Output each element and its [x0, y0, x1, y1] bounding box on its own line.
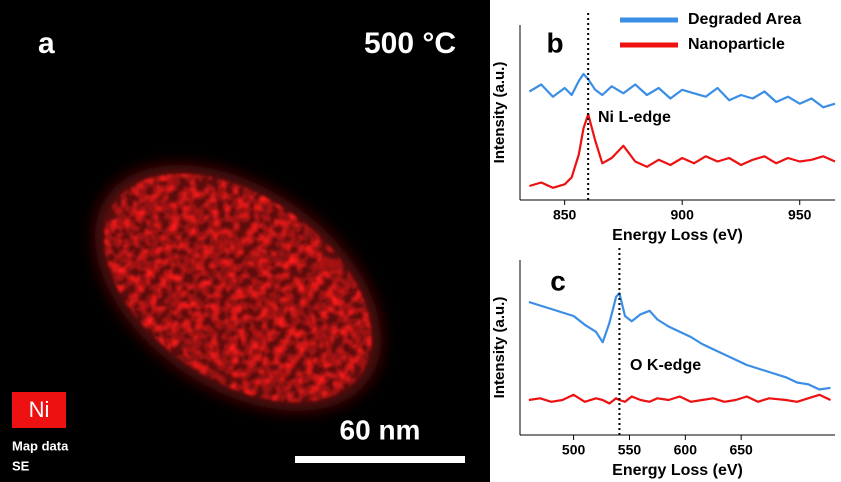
y-axis-label: Intensity (a.u.): [491, 297, 508, 399]
annotation: O K-edge: [630, 357, 701, 374]
x-axis-label: Energy Loss (eV): [612, 227, 743, 244]
ni-particle: [94, 164, 382, 412]
x-tick-label: 600: [674, 442, 698, 458]
x-tick-label: 650: [729, 442, 753, 458]
x-tick-label: 550: [618, 442, 642, 458]
annotation: Ni L-edge: [598, 109, 671, 126]
x-axis-label: Energy Loss (eV): [612, 462, 743, 479]
scale-bar: [295, 456, 465, 463]
info-line: SE: [12, 458, 30, 473]
scale-label: 60 nm: [340, 414, 421, 445]
element-label: Ni: [29, 397, 50, 422]
x-tick-label: 850: [553, 207, 577, 223]
element-box: [12, 392, 66, 428]
temperature: 500 °C: [364, 27, 456, 60]
info-line: Map data: [12, 438, 69, 453]
x-tick-label: 900: [671, 207, 695, 223]
y-axis-label: Intensity (a.u.): [491, 62, 508, 164]
x-tick-label: 500: [562, 442, 586, 458]
series-line: [528, 393, 831, 405]
legend-label: Nanoparticle: [688, 36, 785, 53]
series-line: [529, 113, 836, 189]
panel-label: a: [38, 27, 55, 60]
x-tick-label: 950: [788, 207, 812, 223]
panel-label: b: [546, 27, 563, 58]
series-line: [528, 292, 831, 391]
panel-label: c: [550, 265, 566, 296]
legend-label: Degraded Area: [688, 11, 801, 28]
series-line: [528, 72, 836, 109]
